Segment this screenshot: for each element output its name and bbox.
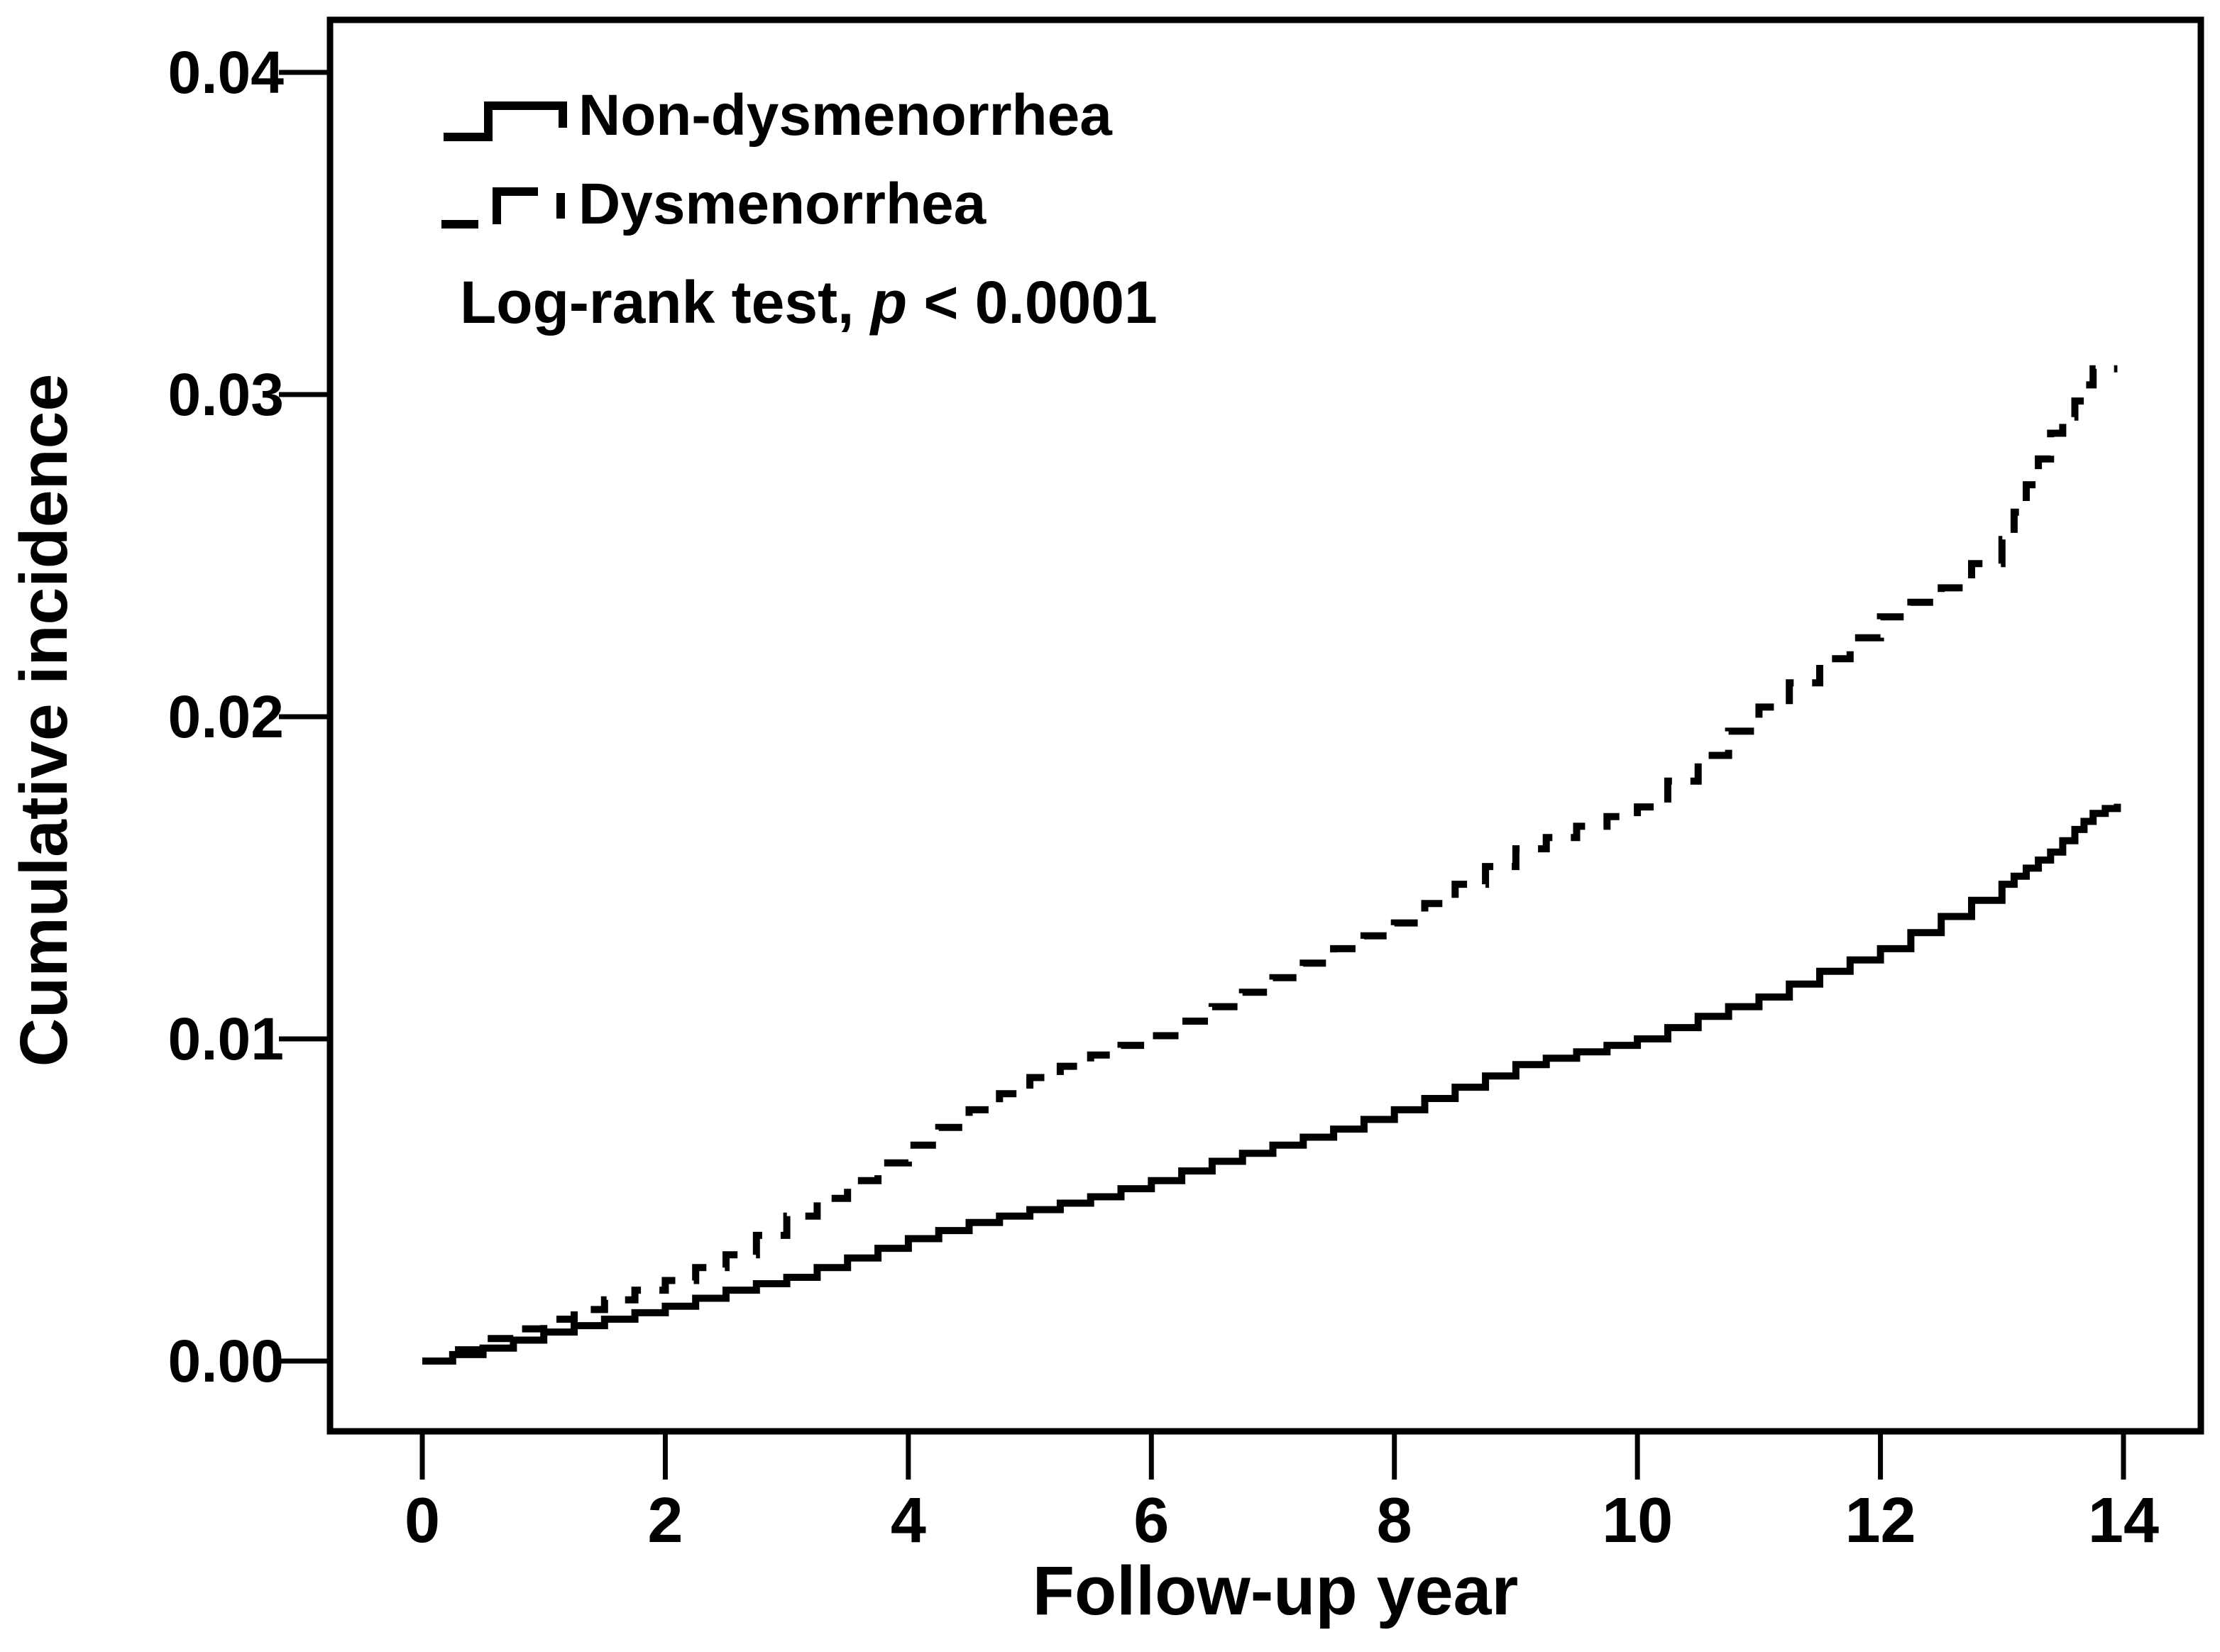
x-tick-label-6: 6 bbox=[1133, 1485, 1170, 1556]
x-tick-label-8: 8 bbox=[1376, 1485, 1412, 1556]
y-tick-label-0.04: 0.04 bbox=[167, 39, 285, 106]
series-lines bbox=[422, 365, 2121, 1365]
y-tick-label-0.03: 0.03 bbox=[167, 361, 285, 428]
y-tick-label-0.01: 0.01 bbox=[167, 1006, 285, 1072]
series-line-dysmenorrhea bbox=[422, 365, 2118, 1365]
series-line-non-dysmenorrhea bbox=[422, 803, 2121, 1365]
legend-label-non-dysmenorrhea: Non-dysmenorrhea bbox=[578, 83, 1112, 148]
y-tick-label-0.00: 0.00 bbox=[167, 1328, 285, 1394]
annotation-p-symbol: p bbox=[870, 269, 908, 336]
x-axis-title: Follow-up year bbox=[1032, 1552, 1519, 1629]
legend-solid-line-icon bbox=[444, 101, 567, 141]
x-tick-label-2: 2 bbox=[647, 1485, 683, 1556]
x-tick-label-4: 4 bbox=[890, 1485, 926, 1556]
annotation-prefix: Log-rank test, bbox=[460, 269, 871, 336]
log-rank-annotation: Log-rank test, p < 0.0001 bbox=[460, 270, 1158, 335]
plot-frame bbox=[326, 16, 2204, 1435]
y-axis-title: Cumulative incidence bbox=[6, 373, 82, 1067]
axis-ticks bbox=[279, 70, 2126, 1480]
annotation-comparison: < 0.0001 bbox=[907, 269, 1158, 336]
legend-dashed-line-icon bbox=[441, 187, 565, 228]
x-tick-label-12: 12 bbox=[1845, 1485, 1916, 1556]
legend-label-dysmenorrhea: Dysmenorrhea bbox=[578, 172, 987, 236]
x-tick-label-0: 0 bbox=[404, 1485, 441, 1556]
y-tick-label-0.02: 0.02 bbox=[167, 683, 285, 750]
x-tick-label-14: 14 bbox=[2087, 1485, 2160, 1556]
x-tick-label-10: 10 bbox=[1602, 1485, 1674, 1556]
